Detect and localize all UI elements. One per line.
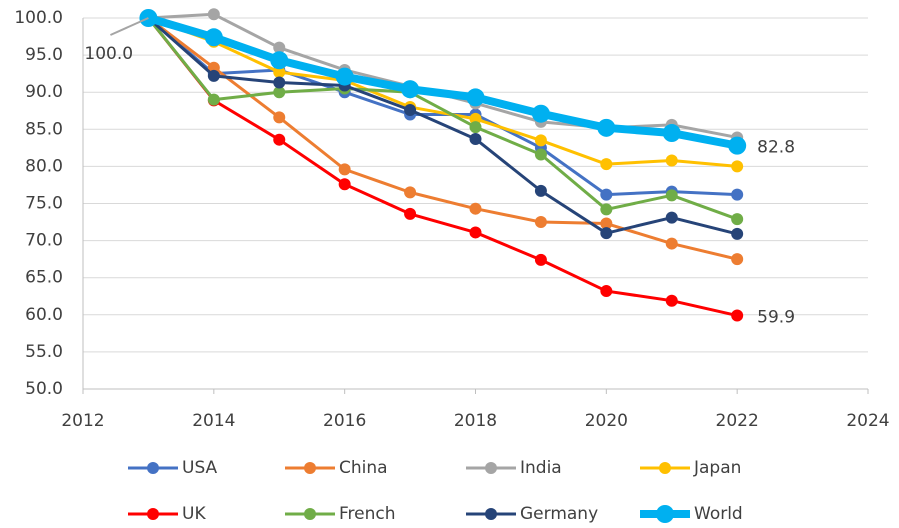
y-tick-label: 50.0 bbox=[25, 379, 63, 399]
value-label: 100.0 bbox=[84, 44, 133, 64]
marker bbox=[401, 80, 420, 99]
marker bbox=[665, 154, 678, 167]
marker bbox=[665, 211, 678, 224]
legend-label: China bbox=[339, 458, 388, 478]
legend-marker bbox=[304, 508, 316, 520]
marker bbox=[534, 216, 547, 229]
legend-marker bbox=[656, 505, 674, 523]
marker bbox=[731, 160, 744, 173]
marker bbox=[404, 207, 417, 220]
marker bbox=[207, 69, 220, 82]
legend-label: India bbox=[520, 458, 562, 478]
series-line bbox=[147, 14, 738, 150]
marker bbox=[534, 253, 547, 266]
x-tick-label: 2016 bbox=[323, 411, 366, 431]
legend-marker bbox=[147, 462, 159, 474]
marker bbox=[469, 226, 482, 239]
marker bbox=[404, 104, 417, 117]
marker bbox=[731, 213, 744, 226]
x-tick-label: 2024 bbox=[846, 411, 889, 431]
y-tick-label: 80.0 bbox=[25, 156, 63, 176]
marker bbox=[600, 203, 613, 216]
marker bbox=[207, 8, 220, 21]
y-tick-label: 90.0 bbox=[25, 82, 63, 102]
y-tick-label: 70.0 bbox=[25, 231, 63, 251]
leader-line bbox=[110, 17, 149, 36]
series-line bbox=[147, 17, 738, 221]
plot-area bbox=[139, 8, 747, 322]
x-tick-label: 2018 bbox=[454, 411, 497, 431]
marker bbox=[273, 111, 286, 124]
marker bbox=[534, 134, 547, 147]
marker bbox=[273, 133, 286, 146]
legend-marker bbox=[485, 462, 497, 474]
marker bbox=[600, 188, 613, 201]
marker bbox=[469, 121, 482, 134]
legend-marker bbox=[485, 508, 497, 520]
legend-marker bbox=[147, 508, 159, 520]
legend-label: French bbox=[339, 504, 396, 524]
marker bbox=[469, 202, 482, 215]
marker bbox=[731, 253, 744, 266]
marker bbox=[204, 28, 223, 47]
series-line bbox=[147, 16, 738, 168]
legend-label: Germany bbox=[520, 504, 598, 524]
marker bbox=[207, 93, 220, 106]
x-tick-label: 2022 bbox=[716, 411, 759, 431]
marker bbox=[466, 88, 485, 107]
legend-label: UK bbox=[182, 504, 206, 524]
marker bbox=[335, 67, 354, 86]
marker bbox=[338, 163, 351, 176]
marker bbox=[731, 188, 744, 201]
series-line bbox=[147, 17, 738, 318]
value-label: 59.9 bbox=[757, 308, 795, 328]
marker bbox=[273, 86, 286, 99]
marker bbox=[469, 132, 482, 145]
legend-label: USA bbox=[182, 458, 218, 478]
marker bbox=[534, 148, 547, 161]
marker bbox=[600, 227, 613, 240]
legend-label: Japan bbox=[693, 458, 741, 478]
x-tick-label: 2020 bbox=[585, 411, 628, 431]
marker bbox=[404, 186, 417, 199]
y-tick-label: 100.0 bbox=[14, 8, 63, 28]
marker bbox=[534, 184, 547, 197]
marker bbox=[731, 309, 744, 322]
series-line bbox=[148, 12, 738, 139]
marker bbox=[665, 189, 678, 202]
legend-label: World bbox=[694, 504, 743, 524]
marker bbox=[665, 294, 678, 307]
y-tick-label: 75.0 bbox=[25, 194, 63, 214]
series-line bbox=[147, 16, 738, 261]
marker bbox=[273, 66, 286, 79]
marker bbox=[728, 136, 747, 155]
x-tick-label: 2012 bbox=[61, 411, 104, 431]
y-tick-label: 85.0 bbox=[25, 119, 63, 139]
legend-marker bbox=[659, 462, 671, 474]
legend-marker bbox=[304, 462, 316, 474]
marker bbox=[597, 118, 616, 137]
marker bbox=[273, 76, 286, 89]
y-tick-label: 55.0 bbox=[25, 342, 63, 362]
marker bbox=[531, 104, 550, 123]
marker bbox=[665, 237, 678, 250]
y-tick-label: 65.0 bbox=[25, 268, 63, 288]
marker bbox=[662, 124, 681, 143]
marker bbox=[338, 178, 351, 191]
x-tick-label: 2014 bbox=[192, 411, 235, 431]
marker bbox=[273, 41, 286, 54]
marker bbox=[270, 51, 289, 70]
marker bbox=[731, 227, 744, 240]
marker bbox=[600, 285, 613, 298]
marker bbox=[600, 217, 613, 230]
marker bbox=[600, 158, 613, 171]
y-tick-label: 60.0 bbox=[25, 305, 63, 325]
value-label: 82.8 bbox=[757, 138, 795, 158]
series-line bbox=[147, 16, 738, 236]
y-tick-label: 95.0 bbox=[25, 45, 63, 65]
